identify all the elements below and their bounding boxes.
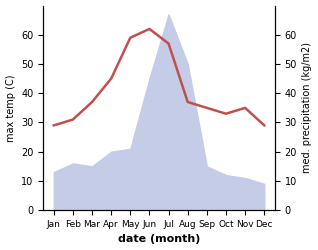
Y-axis label: med. precipitation (kg/m2): med. precipitation (kg/m2) bbox=[302, 42, 313, 173]
X-axis label: date (month): date (month) bbox=[118, 234, 200, 244]
Y-axis label: max temp (C): max temp (C) bbox=[5, 74, 16, 142]
